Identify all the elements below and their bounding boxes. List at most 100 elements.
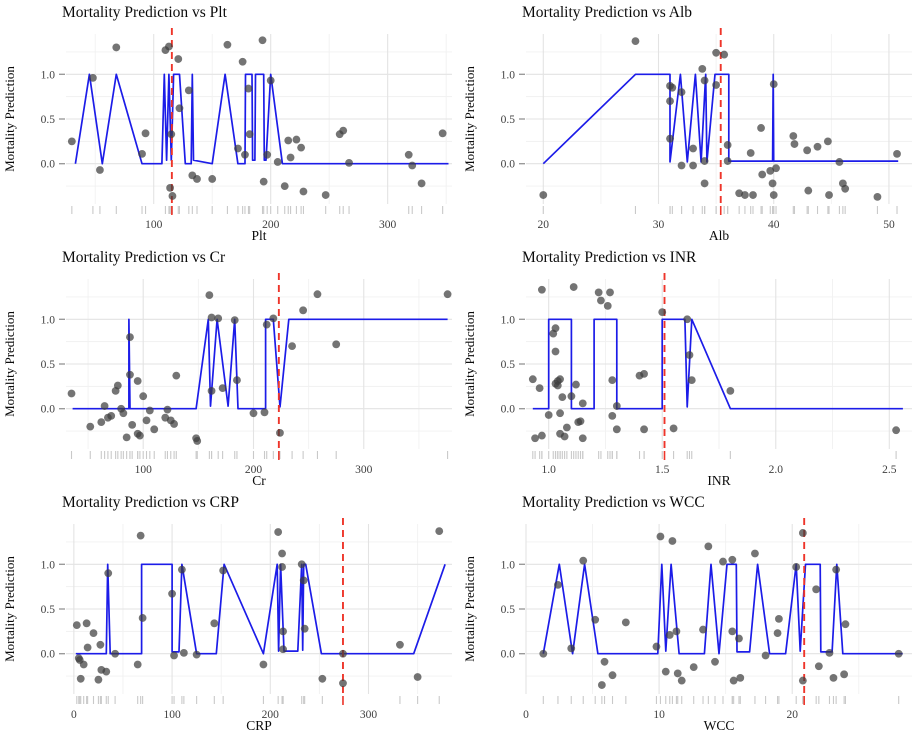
data-point (537, 285, 546, 294)
data-point (749, 191, 757, 199)
data-point (558, 393, 567, 402)
data-point (729, 676, 738, 685)
data-point (569, 283, 578, 291)
data-point (656, 532, 665, 541)
data-point (278, 563, 286, 571)
panel-crp: 0.0 0.5 1.0 0 100 200 300 Mortality Prediction … (0, 490, 460, 735)
data-point (723, 157, 732, 165)
data-point (89, 73, 97, 82)
data-point (266, 76, 275, 85)
scatter-points (528, 283, 901, 443)
data-point (668, 537, 677, 545)
data-point (677, 676, 686, 685)
data-point (698, 64, 707, 73)
data-point (259, 660, 268, 669)
x-axis: 0 10 20 (523, 709, 798, 721)
y-tick-label: 1.0 (41, 314, 56, 326)
x-axis: 0 100 200 300 (71, 709, 377, 721)
chart-title: Mortality Prediction vs Alb (522, 4, 692, 21)
data-point (790, 140, 799, 148)
data-point (841, 620, 850, 629)
x-tick-label: 40 (768, 219, 780, 231)
data-point (94, 675, 103, 684)
x-tick-label: 30 (653, 219, 665, 231)
data-point (113, 381, 122, 390)
x-tick-label: 200 (262, 709, 280, 721)
data-point (612, 402, 621, 410)
panel-alb: 0.0 0.5 1.0 20 30 40 50 Mortality Prediction vs… (460, 0, 921, 245)
data-point (79, 660, 88, 669)
x-axis: 100 200 300 (145, 219, 396, 231)
data-point (835, 158, 844, 166)
data-point (273, 158, 282, 166)
data-point (404, 150, 413, 159)
data-point (736, 673, 745, 682)
x-axis-title: INR (707, 473, 730, 488)
data-point (168, 589, 176, 598)
data-point (758, 170, 767, 179)
data-point (603, 301, 612, 310)
data-point (396, 640, 404, 649)
y-tick-label: 0.0 (41, 649, 56, 661)
data-point (539, 191, 548, 199)
data-point (769, 191, 778, 199)
gridlines (66, 34, 452, 204)
data-point (259, 177, 268, 186)
data-point (244, 84, 253, 93)
data-point (689, 161, 697, 170)
data-point (757, 124, 765, 132)
data-point (553, 381, 562, 390)
data-point (608, 671, 617, 680)
data-point (554, 580, 562, 589)
data-point (597, 681, 606, 689)
data-point (299, 187, 308, 196)
data-point (712, 48, 721, 57)
data-point (798, 529, 807, 537)
data-point (133, 660, 142, 669)
data-point (67, 137, 76, 146)
x-tick-label: 300 (355, 464, 373, 476)
x-tick-label: 100 (163, 709, 181, 721)
data-point (339, 126, 348, 135)
x-axis-title: CRP (246, 718, 272, 733)
gridlines (525, 524, 912, 694)
data-point (556, 375, 564, 384)
chart-title: Mortality Prediction vs Plt (62, 4, 228, 21)
y-tick-label: 0.5 (501, 359, 516, 371)
x-axis: 100 200 300 (135, 464, 373, 476)
data-point (260, 408, 269, 417)
data-point (640, 369, 648, 378)
data-point (258, 36, 267, 45)
data-point (813, 142, 822, 151)
data-point (417, 179, 426, 188)
data-point (551, 324, 560, 333)
data-point (207, 386, 216, 395)
chart-inr: 0.0 0.5 1.0 1.0 1.5 2.0 2.5 Mortality Predictio… (462, 249, 912, 488)
data-point (652, 642, 661, 651)
data-point (107, 411, 116, 420)
gridlines (526, 34, 912, 204)
y-axis-title: Mortality Prediction (2, 556, 17, 662)
data-point (168, 192, 177, 200)
data-point (263, 150, 272, 159)
data-point (567, 392, 576, 401)
data-point (712, 81, 721, 89)
y-axis: 0.0 0.5 1.0 (501, 314, 525, 416)
data-point (539, 649, 548, 658)
prediction-line (72, 318, 448, 410)
data-point (685, 351, 694, 359)
data-point (812, 585, 821, 594)
data-point (214, 314, 223, 323)
y-tick-label: 0.5 (41, 359, 56, 371)
data-point (139, 392, 148, 401)
data-point (278, 549, 286, 558)
y-tick-label: 0.5 (41, 114, 56, 126)
data-point (126, 370, 134, 379)
chart-title: Mortality Prediction vs INR (522, 249, 697, 266)
x-axis: 1.0 1.5 2.0 2.5 (542, 464, 897, 476)
y-axis-title: Mortality Prediction (462, 311, 477, 417)
y-tick-label: 0.0 (501, 404, 516, 416)
data-point (142, 416, 151, 425)
chart-cr: 0.0 0.5 1.0 100 200 300 Mortality Prediction v… (2, 249, 452, 488)
data-point (138, 149, 146, 158)
